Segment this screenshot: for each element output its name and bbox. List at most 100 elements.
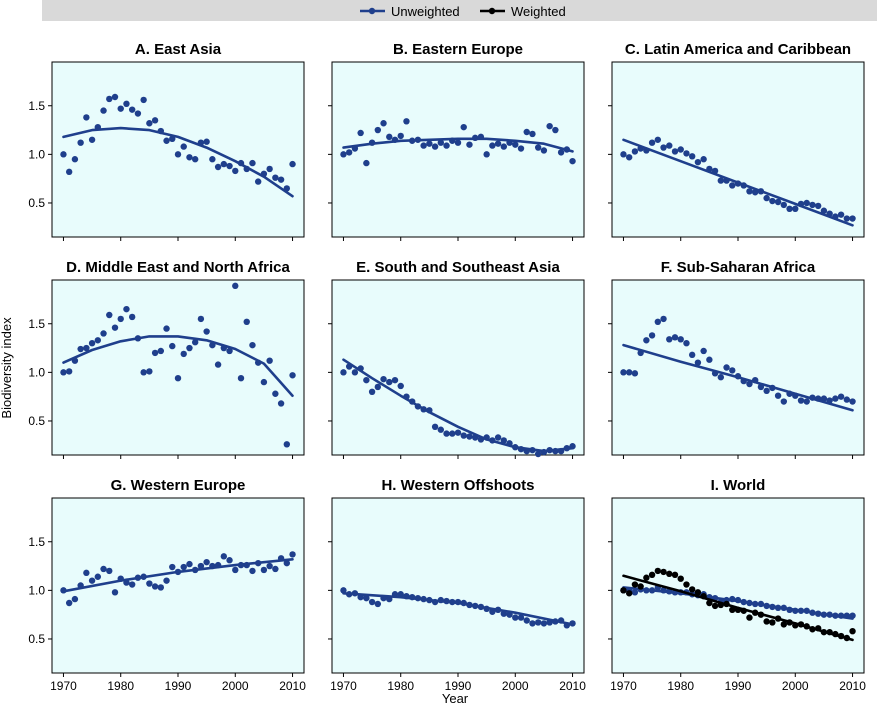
data-point bbox=[557, 149, 565, 156]
data-point bbox=[289, 551, 296, 558]
data-point bbox=[660, 144, 667, 151]
data-point bbox=[277, 176, 285, 183]
data-point bbox=[368, 388, 376, 396]
data-point bbox=[77, 139, 84, 146]
y-tick-label: 0.5 bbox=[28, 196, 45, 210]
panel-title: B. Eastern Europe bbox=[393, 41, 523, 58]
fit-line bbox=[622, 574, 854, 642]
panel-title: G. Western Europe bbox=[111, 477, 246, 494]
data-point bbox=[648, 332, 656, 339]
data-point bbox=[694, 158, 702, 166]
y-tick-label: 1.5 bbox=[28, 99, 45, 113]
data-point bbox=[671, 148, 679, 155]
x-tick-label: 2010 bbox=[279, 679, 306, 693]
data-point bbox=[426, 140, 433, 147]
data-point bbox=[191, 156, 199, 163]
x-tick-label: 2000 bbox=[222, 679, 249, 693]
data-point bbox=[128, 581, 136, 588]
data-point bbox=[500, 437, 508, 444]
data-point bbox=[363, 159, 370, 167]
data-point bbox=[849, 627, 856, 635]
data-point bbox=[729, 182, 736, 189]
data-point bbox=[797, 397, 805, 404]
data-point bbox=[552, 126, 559, 134]
data-point bbox=[123, 100, 130, 108]
data-point bbox=[226, 162, 233, 170]
data-point bbox=[94, 573, 102, 580]
series-unweighted bbox=[620, 584, 856, 620]
data-point bbox=[146, 368, 153, 375]
data-point bbox=[363, 376, 370, 384]
fit-line bbox=[622, 586, 854, 620]
x-tick-label: 1970 bbox=[330, 679, 357, 693]
data-point bbox=[546, 122, 553, 130]
x-tick-label: 1980 bbox=[667, 679, 694, 693]
data-point bbox=[803, 199, 810, 207]
data-point bbox=[420, 142, 427, 149]
data-point bbox=[517, 614, 525, 621]
data-point bbox=[523, 617, 530, 624]
data-point bbox=[620, 587, 627, 594]
fit-line bbox=[62, 126, 294, 198]
data-point bbox=[151, 583, 159, 590]
x-tick-label: 2000 bbox=[502, 679, 529, 693]
data-point bbox=[340, 587, 347, 594]
data-point bbox=[266, 165, 273, 173]
panel-frame bbox=[331, 497, 585, 674]
x-tick-label: 1970 bbox=[50, 679, 77, 693]
panel-frame bbox=[331, 279, 585, 456]
data-point bbox=[289, 160, 296, 168]
data-point bbox=[746, 380, 753, 388]
data-point bbox=[226, 557, 233, 564]
data-point bbox=[169, 342, 176, 350]
y-tick-label: 1.0 bbox=[28, 583, 45, 597]
data-point bbox=[683, 581, 690, 588]
data-point bbox=[534, 144, 542, 151]
data-point bbox=[260, 566, 268, 574]
panel-title: E. South and Southeast Asia bbox=[356, 259, 560, 276]
data-point bbox=[500, 143, 508, 150]
data-point bbox=[140, 369, 147, 376]
panels-group: A. East Asia 0.5 1.0 1.5 B. Eastern Europe C.… bbox=[28, 41, 866, 693]
data-point bbox=[723, 364, 730, 371]
data-point bbox=[460, 432, 467, 439]
panel-title: F. Sub-Saharan Africa bbox=[661, 259, 816, 276]
data-point bbox=[174, 374, 182, 382]
data-point bbox=[123, 305, 130, 313]
data-point bbox=[631, 589, 639, 596]
panel-4: D. Middle East and North Africa 0.5 1.0 1.5 bbox=[28, 259, 305, 459]
data-point bbox=[625, 154, 633, 161]
fit-line bbox=[622, 343, 854, 412]
data-point bbox=[666, 336, 673, 343]
series-unweighted bbox=[620, 136, 856, 227]
data-point bbox=[431, 423, 439, 431]
data-point bbox=[631, 148, 639, 155]
data-point bbox=[289, 372, 296, 379]
data-point bbox=[111, 589, 119, 596]
data-point bbox=[386, 378, 393, 386]
data-point bbox=[226, 347, 233, 355]
data-point bbox=[249, 159, 256, 167]
legend-weighted-marker bbox=[488, 7, 496, 15]
data-point bbox=[60, 369, 67, 376]
data-point bbox=[88, 577, 96, 584]
data-point bbox=[249, 341, 256, 349]
series-unweighted bbox=[60, 551, 296, 607]
data-point bbox=[820, 207, 828, 214]
panel-title: D. Middle East and North Africa bbox=[66, 259, 290, 276]
data-point bbox=[494, 140, 502, 147]
series-unweighted bbox=[620, 315, 856, 412]
data-point bbox=[83, 344, 90, 352]
data-point bbox=[380, 120, 387, 127]
data-point bbox=[197, 315, 205, 323]
y-axis-label: Biodiversity index bbox=[0, 317, 14, 419]
data-point bbox=[637, 583, 644, 590]
data-point bbox=[483, 151, 490, 158]
data-point bbox=[534, 619, 542, 626]
series-unweighted bbox=[60, 93, 296, 198]
legend-background bbox=[42, 0, 877, 21]
data-point bbox=[357, 129, 364, 137]
series-unweighted bbox=[340, 587, 576, 629]
data-point bbox=[620, 369, 627, 376]
